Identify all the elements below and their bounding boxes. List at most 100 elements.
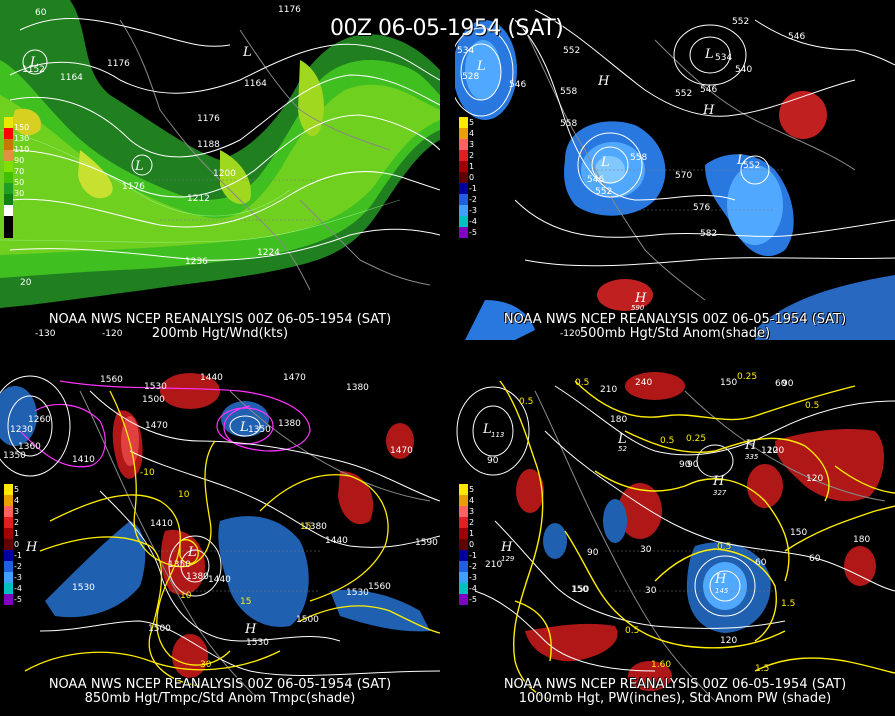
pw-label: 1.5 [755,664,769,674]
contour-label: 576 [693,203,710,213]
high-marker: H [712,474,725,489]
panel-200mb: 1176 1152 1164 1176 1164 1176 1188 1176 … [0,0,440,340]
lat-label: 20 [20,278,32,288]
contour-label: 546 [788,32,805,42]
contour-label: 1380 [278,419,301,429]
contour-label: 1360 [18,442,41,452]
pw-label: 0.5 [625,626,639,636]
contour-label: 60 [755,558,767,568]
pw-label: 0.25 [737,372,757,382]
contour-label: 582 [700,229,717,239]
contour-label: 1530 [346,588,369,598]
contour-label: 1164 [244,79,267,89]
contour-label: 180 [853,535,870,545]
temp-label: 10 [178,490,190,500]
pw-label: 0.5 [660,436,674,446]
contour-label: 1470 [390,446,413,456]
contour-label: 90 [679,460,691,470]
contour-label: 1500 [296,615,319,625]
page-title: 00Z 06-05-1954 (SAT) [330,16,564,41]
lon-label: -120 [560,329,581,339]
contour-label: 90 [587,548,599,558]
high-marker: H [500,540,513,555]
contour-label: 120 [806,474,823,484]
map-200mb: 1176 1152 1164 1176 1164 1176 1188 1176 … [0,0,440,339]
temp-label: -10 [140,468,155,478]
contour-label: 1224 [257,248,280,258]
contour-label: 1176 [278,5,301,15]
map-500mb: 534 528 546 552 558 534 540 546 552 552 … [455,9,895,340]
contour-label: 1164 [60,73,83,83]
contour-label: 150 [572,585,589,595]
low-value: 113 [491,431,504,439]
contour-label: 1590 [415,538,438,548]
low-marker: L [600,155,610,170]
low-marker: L [239,420,249,435]
panel-caption: NOAA NWS NCEP REANALYSIS 00Z 06-05-1954 … [503,677,847,706]
map-850mb: 1560 1530 1500 1440 1470 1380 1470 1350 … [0,373,440,702]
contour-label: 540 [735,65,752,75]
contour-label: 150 [571,585,588,595]
contour-label: 1500 [142,395,165,405]
contour-label: 570 [675,171,692,181]
lon-label: -120 [102,329,123,339]
contour-label: 1350 [248,425,271,435]
contour-label: 180 [610,415,627,425]
low-marker: L [187,545,197,560]
contour-label: 1260 [28,415,51,425]
contour-label: 1350 [3,451,26,461]
contour-label: 546 [509,80,526,90]
contour-label: 1212 [187,194,210,204]
lat-label: 60 [35,8,47,18]
contour-label: 150 [790,528,807,538]
scale-850mb [4,484,13,605]
scale-1000mb [459,484,468,605]
contour-label: 1350 [168,560,191,570]
contour-label: 1440 [208,575,231,585]
contour-label: 534 [715,53,732,63]
contour-label: 558 [560,87,577,97]
pw-label: 0.5 [805,401,819,411]
temp-label: 15 [240,597,251,607]
scale-200mb [4,117,13,238]
panel-500mb: 534 528 546 552 558 534 540 546 552 552 … [455,0,895,340]
panel-1000mb: 240 210 180 150 120 90 60 30 90 120 150 … [455,371,895,716]
contour-label: 30 [640,545,652,555]
contour-label: 90 [487,456,499,466]
contour-label: 1176 [197,114,220,124]
high-marker: H [244,622,257,637]
contour-label: 1380 [304,522,327,532]
high-value: 129 [501,555,515,563]
high-marker: H [702,103,715,118]
contour-label: 1440 [325,536,348,546]
low-marker: L [134,159,144,174]
high-value: 335 [745,453,759,461]
contour-label: 30 [645,586,657,596]
panel-caption: NOAA NWS NCEP REANALYSIS 00Z 06-05-1954 … [48,312,392,341]
contour-label: 552 [675,89,692,99]
high-marker: H [597,74,610,89]
pw-label: 0.5 [519,397,533,407]
low-marker: L [482,422,492,437]
high-marker: H [25,540,38,555]
contour-label: 120 [720,636,737,646]
low-marker: L [617,432,627,447]
contour-label: 558 [630,153,647,163]
contour-label: 1410 [72,455,95,465]
contour-label: 534 [457,46,474,56]
temp-label: 30 [200,660,212,670]
lon-label: -130 [35,329,56,339]
pw-label: 0.5 [717,542,731,552]
pw-label: 1.5 [781,599,795,609]
contour-label: 1440 [200,373,223,383]
pw-label: 1.60 [651,660,671,670]
contour-label: 546 [587,175,604,185]
contour-label: 60 [775,379,787,389]
contour-label: 1152 [22,65,45,75]
contour-label: 210 [485,560,502,570]
contour-label: 1470 [283,373,306,383]
contour-label: 240 [635,378,652,388]
contour-label: 90 [687,460,699,470]
contour-label: 1530 [246,638,269,648]
